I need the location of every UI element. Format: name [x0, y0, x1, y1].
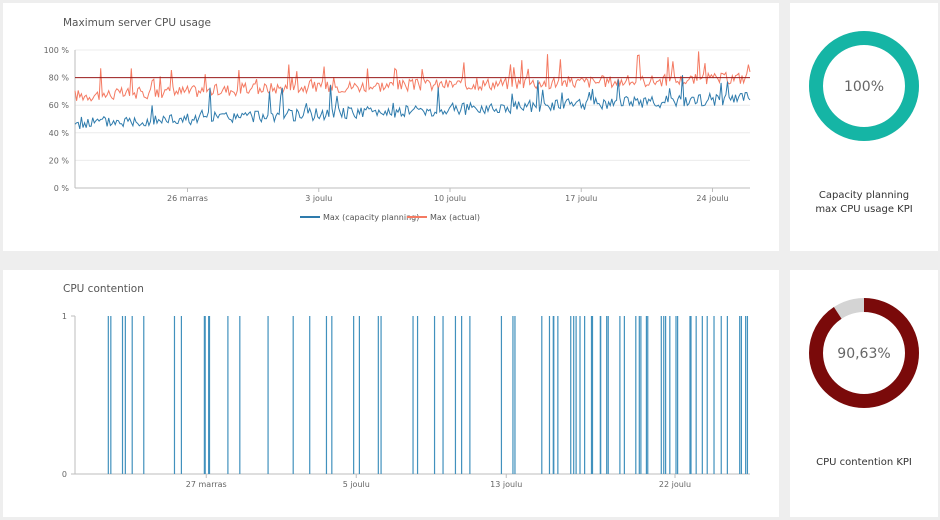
cpu-usage-title: Maximum server CPU usage	[63, 17, 212, 29]
cpu-contention-title: CPU contention	[63, 283, 144, 295]
kpi-value: 90,63%	[837, 346, 890, 362]
legend-label-actual: Max (actual)	[430, 213, 480, 222]
y-tick-label: 20 %	[49, 156, 70, 165]
kpi-label-line: max CPU usage KPI	[815, 204, 913, 215]
kpi-value: 100%	[844, 79, 884, 95]
legend-label-capacity: Max (capacity planning)	[323, 213, 419, 222]
kpi-progress-arc	[809, 31, 919, 141]
y-tick-label: 80 %	[49, 74, 70, 83]
x-tick-label: 17 joulu	[565, 194, 597, 203]
x-tick-label: 13 joulu	[490, 480, 522, 489]
x-tick-label: 5 joulu	[343, 480, 370, 489]
chart-legend: Max (capacity planning) Max (actual)	[300, 213, 480, 222]
cpu-usage-chart: 0 % 20 % 40 % 60 % 80 % 100 % 26 marras 3 joul…	[44, 46, 751, 222]
capacity-kpi-card: 100% Capacity planning max CPU usage KPI	[790, 3, 938, 251]
y-tick-label: 40 %	[49, 129, 70, 138]
x-tick-label: 22 joulu	[659, 480, 691, 489]
x-tick-label: 3 joulu	[305, 194, 332, 203]
capacity-kpi-donut: 100%	[809, 31, 919, 141]
cpu-contention-chart: 0 1 27 marras 5 joulu 13 joulu 22 joulu	[62, 312, 750, 489]
y-tick-label: 0 %	[54, 184, 70, 193]
x-tick-label: 10 joulu	[434, 194, 466, 203]
y-tick-label: 1	[62, 312, 67, 321]
x-tick-label: 27 marras	[186, 480, 227, 489]
series-actual-line	[74, 51, 751, 102]
series-capacity-line	[74, 75, 751, 130]
kpi-label: CPU contention KPI	[790, 456, 938, 470]
contention-kpi-donut: 90,63%	[809, 298, 919, 408]
x-tick-label: 26 marras	[167, 194, 208, 203]
kpi-label: Capacity planning max CPU usage KPI	[790, 189, 938, 217]
x-tick-label: 24 joulu	[696, 194, 728, 203]
kpi-label-line: CPU contention KPI	[816, 457, 912, 468]
y-tick-label: 60 %	[49, 101, 70, 110]
kpi-progress-arc	[809, 298, 919, 408]
y-tick-label: 100 %	[44, 46, 70, 55]
kpi-label-line: Capacity planning	[818, 190, 910, 201]
cpu-usage-card: Maximum server CPU usage 0 % 20 % 40 % 60 %…	[3, 3, 779, 251]
cpu-contention-card: CPU contention 0 1 27 marras 5 joulu 13 jou…	[3, 270, 779, 517]
y-tick-label: 0	[62, 470, 67, 479]
contention-kpi-card: 90,63% CPU contention KPI	[790, 270, 938, 517]
